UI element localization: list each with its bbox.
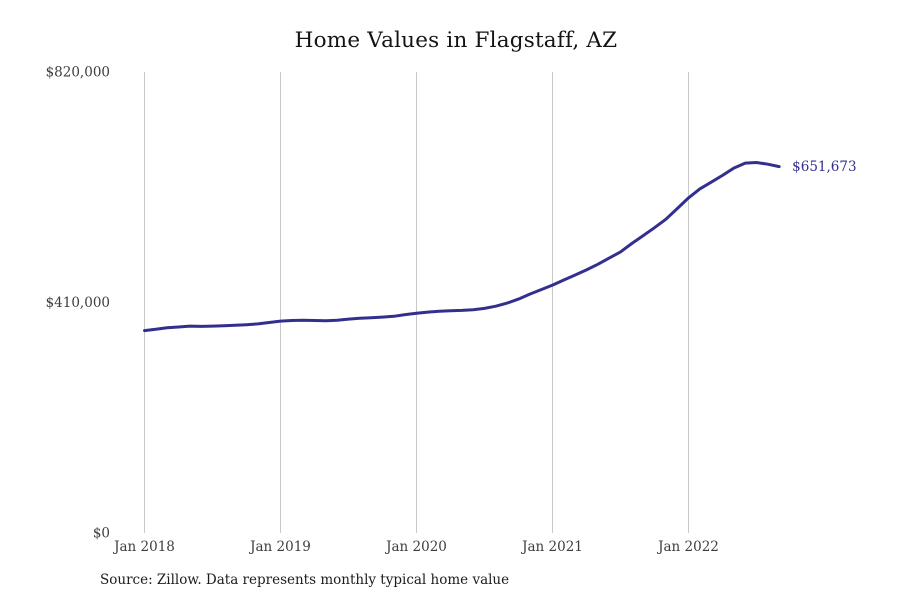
y-tick-label: $410,000	[46, 295, 110, 311]
home-value-line	[143, 161, 781, 333]
y-tick-label: $0	[93, 526, 110, 542]
chart-title: Home Values in Flagstaff, AZ	[294, 28, 618, 53]
x-tick-label: Jan 2022	[656, 539, 719, 555]
source-note: Source: Zillow. Data represents monthly …	[100, 572, 510, 588]
x-tick-label: Jan 2020	[384, 539, 447, 555]
x-tick-label: Jan 2018	[112, 539, 175, 555]
x-tick-label: Jan 2021	[520, 539, 583, 555]
y-tick-label: $820,000	[46, 65, 110, 81]
x-tick-label: Jan 2019	[248, 539, 311, 555]
latest-value-label: $651,673	[792, 159, 856, 175]
